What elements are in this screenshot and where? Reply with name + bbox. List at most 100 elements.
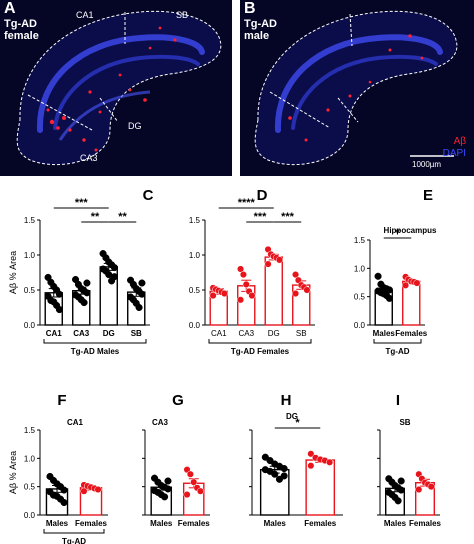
micrograph-male: B Tg-AD male Aβ DAPI 1000µm — [240, 0, 474, 176]
region-sb-label: SB — [176, 10, 189, 20]
y-tick-label: 0.5 — [354, 293, 366, 302]
chart-panel-f: F 0.0 0.5 1.0 1.5 Aβ % Area CA1 Males Females Tg-… — [8, 392, 108, 544]
data-point — [239, 271, 247, 279]
data-point — [94, 485, 102, 494]
group-label: Tg-AD Females — [231, 347, 290, 356]
data-point — [83, 279, 91, 287]
chart-title: CA3 — [152, 418, 169, 427]
panel-b-label: Tg-AD male — [244, 18, 277, 42]
x-tick-label: Males — [150, 519, 173, 528]
y-tick-label: 1.5 — [354, 236, 366, 245]
data-point — [138, 290, 146, 298]
x-tick-label: Males — [264, 519, 287, 528]
y-tick-label: 0.0 — [189, 321, 201, 330]
label-line-1: Tg-AD — [244, 18, 277, 30]
data-point — [220, 289, 228, 298]
significance-label: *** — [254, 211, 268, 223]
panel-letter: D — [257, 187, 268, 204]
group-bracket — [373, 339, 422, 344]
x-tick-label: SB — [296, 329, 307, 338]
y-tick-label: 1.0 — [354, 264, 366, 273]
significance-label: * — [395, 227, 400, 239]
x-tick-label: Males — [373, 329, 396, 338]
data-point — [397, 486, 405, 494]
group-label: Tg-AD — [386, 347, 410, 356]
panel-letter: G — [172, 392, 184, 409]
panel-letter: E — [423, 187, 433, 204]
y-tick-label: 1.5 — [24, 216, 36, 225]
data-point — [280, 464, 288, 473]
label-line-2: female — [4, 30, 39, 42]
panel-letter: I — [396, 392, 400, 409]
region-dg-label: DG — [128, 121, 142, 131]
x-tick-label: DG — [268, 329, 280, 338]
x-tick-label: CA1 — [211, 329, 227, 338]
data-point — [292, 271, 300, 279]
chart-title: Hippocampus — [384, 226, 437, 235]
data-point — [209, 292, 217, 300]
significance-label: * — [295, 417, 300, 429]
panel-letter: A — [4, 0, 16, 17]
data-point — [242, 280, 250, 288]
significance-label: ** — [91, 211, 100, 223]
y-tick-label: 1.0 — [24, 454, 36, 463]
chart-title: SB — [399, 418, 410, 427]
y-axis-label: Aβ % Area — [8, 251, 18, 294]
y-axis-label: Aβ % Area — [8, 451, 18, 494]
data-point — [55, 306, 63, 314]
y-tick-label: 0.0 — [354, 321, 366, 330]
group-bracket — [43, 339, 147, 344]
data-point — [415, 485, 423, 494]
data-point — [264, 260, 272, 268]
y-tick-label: 0.5 — [24, 286, 36, 295]
panel-a-label: Tg-AD female — [4, 18, 39, 42]
data-point — [385, 286, 393, 294]
chart-title: DG — [286, 412, 298, 421]
data-point — [237, 265, 245, 273]
data-point — [397, 477, 405, 485]
group-label: Tg-AD Males — [71, 347, 120, 356]
data-point — [326, 458, 334, 466]
y-tick-label: 0.5 — [24, 483, 36, 492]
significance-label: **** — [238, 197, 256, 209]
x-tick-label: Females — [395, 329, 428, 338]
x-tick-label: CA3 — [238, 329, 254, 338]
data-point — [161, 493, 169, 501]
x-tick-label: Males — [384, 519, 407, 528]
data-point — [110, 264, 118, 272]
data-point — [307, 462, 315, 470]
chart-panel-e: E 0.0 0.5 1.0 1.5 Hippocampus Males Females * Tg-… — [354, 187, 437, 356]
data-point — [110, 273, 118, 281]
chart-title: CA1 — [67, 418, 84, 427]
legend-abeta: Aβ — [453, 136, 466, 147]
x-tick-label: Males — [46, 519, 69, 528]
data-point — [427, 483, 435, 491]
y-tick-label: 1.0 — [189, 251, 201, 260]
data-point — [248, 292, 256, 300]
data-point — [60, 486, 68, 494]
chart-panel-h: H DG Males Females * — [249, 392, 343, 528]
data-point — [80, 487, 88, 495]
data-point — [292, 289, 300, 298]
x-tick-label: Females — [178, 519, 211, 528]
region-ca1-label: CA1 — [76, 10, 94, 20]
label-line-1: Tg-AD — [4, 18, 37, 30]
y-tick-label: 1.0 — [24, 251, 36, 260]
y-tick-label: 0.0 — [24, 321, 36, 330]
panel-letter: H — [281, 392, 292, 409]
significance-label: *** — [281, 211, 295, 223]
significance-label: ** — [118, 211, 127, 223]
data-point — [138, 279, 146, 287]
data-point — [186, 470, 194, 478]
significance-label: *** — [75, 197, 89, 209]
data-point — [385, 294, 393, 302]
data-point — [413, 279, 421, 287]
scale-bar-label: 1000µm — [412, 160, 442, 169]
data-point — [135, 303, 143, 312]
micrograph-female: A Tg-AD female CA1 SB DG CA3 — [0, 0, 232, 176]
data-point — [60, 498, 68, 507]
legend-dapi: DAPI — [442, 148, 466, 159]
